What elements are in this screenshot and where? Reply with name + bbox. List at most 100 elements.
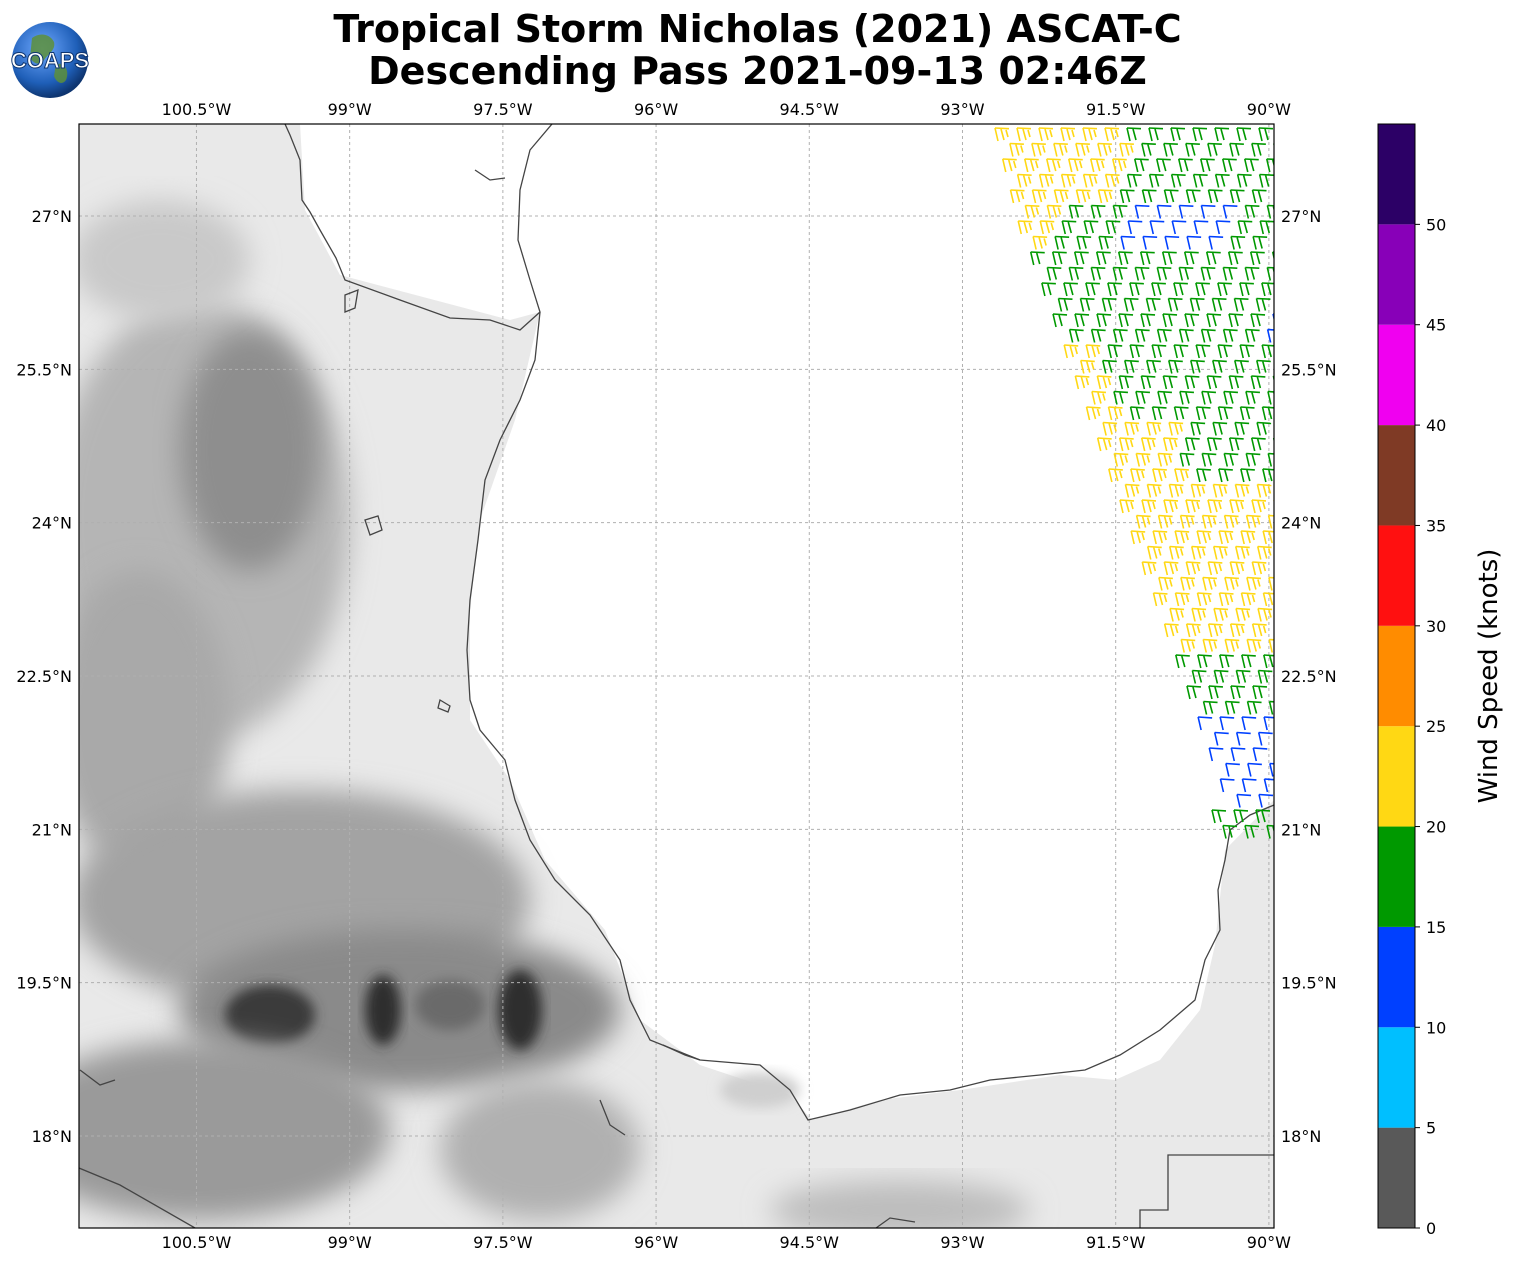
wind-barb [1192, 127, 1208, 142]
wind-barb [1152, 468, 1167, 483]
wind-barb [1107, 344, 1123, 359]
wind-barb [1185, 189, 1201, 204]
wind-barb [1161, 251, 1177, 266]
wind-barb [1063, 282, 1078, 297]
wind-barb [1045, 158, 1061, 173]
wind-barb [1009, 189, 1025, 204]
wind-barb [1168, 483, 1184, 498]
wind-barb [1185, 623, 1201, 638]
wind-barb [1190, 421, 1206, 436]
wind-barb [1075, 142, 1090, 157]
wind-barb [1096, 313, 1112, 328]
wind-barb [1218, 530, 1234, 545]
lat-tick-label-right: 19.5°N [1281, 974, 1337, 993]
wind-barb [1208, 685, 1224, 700]
wind-barb [1175, 654, 1190, 669]
wind-barb [1200, 266, 1216, 281]
wind-barb [1269, 762, 1274, 777]
wind-barb [1117, 251, 1133, 266]
wind-barb [1262, 468, 1274, 483]
wind-barb [1219, 716, 1235, 731]
wind-barb [1236, 173, 1252, 188]
wind-barb [1179, 514, 1195, 529]
wind-barb [1130, 530, 1146, 545]
wind-barb [1162, 313, 1178, 328]
lon-tick-label-top: 93°W [940, 100, 984, 119]
wind-barb [1247, 762, 1262, 777]
colorbar-bin [1378, 826, 1415, 927]
wind-barb [1273, 624, 1274, 625]
wind-barb [1186, 235, 1202, 250]
wind-barb [1229, 142, 1244, 157]
wind-barb [1129, 406, 1145, 421]
wind-barb [1250, 313, 1266, 328]
wind-barb [1255, 297, 1271, 312]
wind-barb [1279, 423, 1293, 436]
wind-barb [1180, 576, 1195, 591]
wind-barb [1222, 204, 1238, 219]
wind-barb [1134, 204, 1150, 219]
coastline [79, 124, 1274, 1228]
wind-barb [1239, 282, 1254, 297]
wind-barb [1244, 204, 1260, 219]
wind-barb [1162, 375, 1178, 390]
wind-barb [1205, 251, 1221, 266]
coaps-logo: COAPS [10, 22, 90, 98]
wind-barb [1272, 313, 1274, 322]
wind-barb [1227, 251, 1243, 266]
wind-barb [1091, 390, 1106, 405]
wind-barb [1212, 483, 1228, 498]
wind-barb [1140, 437, 1156, 452]
wind-barb [1222, 328, 1238, 343]
wind-barb [1196, 468, 1211, 483]
wind-barb [1126, 127, 1142, 142]
lat-tick-label-right: 24°N [1281, 514, 1321, 533]
lon-tick-label-top: 91.5°W [1086, 100, 1146, 119]
wind-barb [1145, 297, 1161, 312]
lat-tick-label-right: 18°N [1281, 1127, 1321, 1146]
wind-barb [1249, 251, 1265, 266]
wind-barb [1230, 685, 1246, 700]
wind-barb [1170, 127, 1186, 142]
wind-barb [1218, 468, 1233, 483]
wind-barb [1095, 251, 1111, 266]
wind-barb [1241, 654, 1256, 669]
wind-barb [1146, 545, 1162, 560]
wind-barb [1074, 313, 1090, 328]
wind-barb [1096, 437, 1112, 452]
colorbar-frame [1377, 123, 1416, 1229]
wind-barb [1163, 561, 1179, 576]
wind-barb [1275, 748, 1289, 761]
wind-barb [1124, 483, 1140, 498]
wind-barb [1112, 328, 1128, 343]
lat-tick-label-right: 27°N [1281, 207, 1321, 226]
wind-barb [1201, 390, 1216, 405]
wind-barb [1195, 282, 1210, 297]
wind-barb [1129, 344, 1145, 359]
wind-barb [1107, 406, 1123, 421]
wind-barb [1250, 375, 1266, 390]
wind-barb [1152, 592, 1168, 607]
wind-barb [1190, 359, 1205, 374]
wind-barb [1208, 747, 1224, 762]
wind-barb [1229, 189, 1245, 204]
wind-barb [1207, 561, 1223, 576]
wind-barb [1229, 499, 1245, 514]
wind-barb [1170, 173, 1186, 188]
wind-barb [1245, 390, 1260, 405]
wind-barb [1054, 235, 1070, 250]
wind-barb [1174, 468, 1189, 483]
wind-barb [1246, 576, 1261, 591]
colorbar-bin [1378, 124, 1415, 225]
wind-barb [1118, 375, 1134, 390]
wind-barb [1206, 437, 1222, 452]
colorbar-bin [1378, 1027, 1415, 1128]
wind-barb [1280, 547, 1294, 560]
wind-barb [1113, 452, 1129, 467]
terrain-layer [79, 124, 1274, 1228]
wind-barb [1156, 266, 1172, 281]
wind-barb [1222, 824, 1238, 839]
wind-barb [1089, 158, 1105, 173]
wind-barb [1230, 747, 1246, 762]
wind-barb [1211, 809, 1227, 824]
